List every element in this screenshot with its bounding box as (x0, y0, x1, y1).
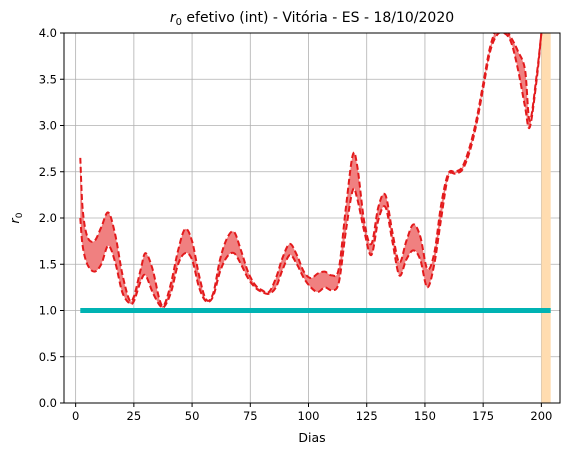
x-tick-label: 75 (243, 409, 258, 423)
lower-bound-line (79, 33, 543, 309)
confidence-band (80, 33, 542, 308)
y-tick-label: 0.0 (39, 396, 57, 410)
y-tick-label: 2.5 (39, 165, 57, 179)
y-tick-label: 2.0 (39, 211, 57, 225)
x-tick-label: 200 (530, 409, 552, 423)
y-tick-label: 0.5 (39, 350, 57, 364)
y-tick-label: 1.0 (39, 304, 57, 318)
chart-title: r0 efetivo (int) - Vitória - ES - 18/10/… (170, 10, 454, 28)
grid (64, 32, 560, 404)
x-tick-label: 175 (472, 409, 494, 423)
x-tick-label: 0 (72, 409, 79, 423)
upper-bound-line (79, 33, 543, 308)
y-axis-title: r0 (7, 212, 25, 223)
x-tick-label: 100 (298, 409, 320, 423)
y-tick-label: 1.5 (39, 257, 57, 271)
x-axis-title: Dias (298, 430, 325, 445)
x-tick-label: 25 (127, 409, 142, 423)
y-tick-label: 3.5 (39, 72, 57, 86)
x-tick-label: 125 (356, 409, 378, 423)
y-tick-label: 4.0 (39, 26, 57, 40)
x-axis: 0 25 50 75 100 125 150 175 200 (72, 403, 552, 423)
x-tick-label: 50 (185, 409, 200, 423)
x-tick-label: 150 (414, 409, 436, 423)
y-tick-label: 3.0 (39, 119, 57, 133)
highlight-span (541, 33, 551, 403)
y-axis: 0.0 0.5 1.0 1.5 2.0 2.5 3.0 3.5 4.0 (39, 26, 64, 410)
